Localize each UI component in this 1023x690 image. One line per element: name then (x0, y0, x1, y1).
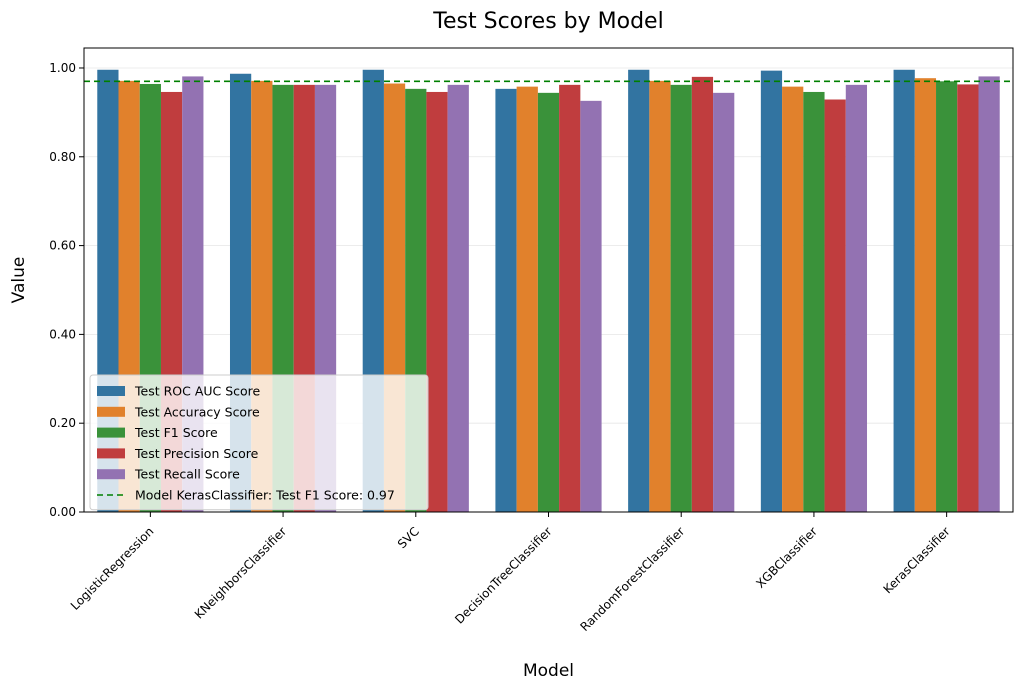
legend-swatch (97, 469, 125, 480)
bar (824, 99, 846, 512)
y-tick-label: 0.40 (49, 327, 76, 341)
x-tick-label: XGBClassifier (753, 524, 820, 591)
legend-swatch (97, 427, 125, 438)
legend-label: Test F1 Score (134, 425, 218, 440)
legend-box (89, 374, 429, 511)
bar (957, 84, 979, 512)
bar (782, 86, 804, 512)
bar (914, 78, 937, 512)
y-axis-label: Value (9, 257, 29, 304)
legend-label: Test Precision Score (134, 446, 259, 461)
x-tick-label: RandomForestClassifier (578, 524, 688, 634)
bar (580, 100, 602, 512)
bar (628, 69, 650, 513)
bar (670, 84, 692, 513)
bar (691, 76, 714, 513)
x-tick-label: KNeighborsClassifier (192, 524, 289, 621)
legend-label: Model KerasClassifier: Test F1 Score: 0.… (135, 488, 395, 503)
bar (649, 80, 671, 512)
bar (559, 84, 581, 513)
x-tick-label: DecisionTreeClassifier (452, 524, 554, 626)
bar (537, 92, 560, 512)
y-tick-label: 0.80 (49, 150, 76, 164)
x-tick-label: LogisticRegression (68, 524, 157, 613)
legend: Test ROC AUC Score Test Accuracy Score Tes… (89, 374, 429, 511)
bar (447, 84, 469, 513)
legend-swatch (97, 386, 125, 396)
chart-title: Test Scores by Model (432, 9, 663, 34)
legend-swatch (97, 448, 125, 459)
legend-label: Test ROC AUC Score (134, 384, 261, 399)
y-tick-label: 0.00 (49, 505, 76, 519)
legend-label: Test Recall Score (134, 467, 240, 482)
y-axis: 0.00 0.20 0.40 0.60 0.80 1.00 (49, 61, 84, 519)
legend-label: Test Accuracy Score (134, 404, 260, 419)
x-tick-label: KerasClassifier (881, 524, 953, 596)
y-tick-label: 0.60 (49, 239, 76, 253)
x-tick-label: SVC (395, 524, 422, 551)
bar (978, 76, 1000, 512)
legend-swatch (97, 406, 125, 417)
bar (713, 92, 735, 512)
bar (845, 84, 868, 513)
bar (893, 69, 915, 513)
x-axis-label: Model (523, 661, 574, 681)
bar (426, 91, 448, 513)
y-tick-label: 1.00 (49, 61, 76, 75)
x-axis: LogisticRegression KNeighborsClassifier SV… (68, 512, 953, 634)
bar (803, 91, 825, 513)
bar (516, 86, 538, 512)
bar (936, 81, 958, 512)
y-tick-label: 0.20 (49, 416, 76, 430)
bar (495, 88, 517, 512)
bar (760, 70, 783, 513)
